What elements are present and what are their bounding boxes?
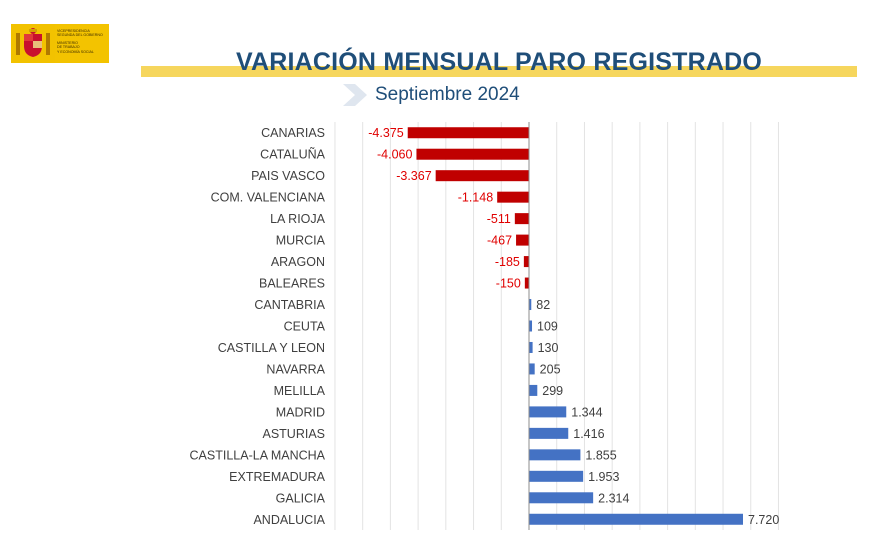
category-label: ARAGON <box>271 255 325 269</box>
logo-line: VICEPRESIDENCIA <box>57 29 90 33</box>
category-label: EXTREMADURA <box>229 470 326 484</box>
category-label: ANDALUCIA <box>253 513 325 527</box>
value-label: 299 <box>542 384 563 398</box>
coat-of-arms-icon <box>11 24 55 63</box>
chart-title: VARIACIÓN MENSUAL PARO REGISTRADO <box>235 48 763 76</box>
category-label: CANTABRIA <box>254 298 325 312</box>
category-label: BALEARES <box>259 277 325 291</box>
bar-9 <box>529 320 533 332</box>
value-label: 130 <box>538 341 559 355</box>
bar-18 <box>529 513 743 525</box>
category-label: MADRID <box>276 405 325 419</box>
bar-15 <box>529 449 581 461</box>
bar-13 <box>529 406 567 418</box>
bar-7 <box>524 277 529 289</box>
bar-10 <box>529 341 533 353</box>
value-label: -4.060 <box>377 148 412 162</box>
value-label: 109 <box>537 320 558 334</box>
category-label: PAIS VASCO <box>251 169 325 183</box>
bar-2 <box>435 170 529 182</box>
category-label: CASTILLA Y LEON <box>218 341 325 355</box>
value-label: 205 <box>540 362 561 376</box>
bar-14 <box>529 427 569 439</box>
bar-3 <box>497 191 529 203</box>
value-label: -511 <box>487 212 511 226</box>
category-label: ASTURIAS <box>262 427 325 441</box>
category-label: GALICIA <box>276 491 326 505</box>
value-labels: -4.375 -4.060 -3.367 -1.148 -511 -467 -185 -150… <box>368 126 779 527</box>
category-label: LA RIOJA <box>270 212 326 226</box>
logo-line: DE TRABAJO <box>57 45 80 50</box>
value-label: 82 <box>536 298 550 312</box>
value-label: 1.855 <box>585 448 616 462</box>
value-label: 1.344 <box>571 405 602 419</box>
value-label: 7.720 <box>748 513 779 527</box>
value-label: -467 <box>487 234 512 248</box>
bar-8 <box>529 299 532 311</box>
bar-0 <box>407 127 529 139</box>
logo-line: SEGUNDA DEL GOBIERNO <box>57 33 103 38</box>
category-label: CASTILLA-LA MANCHA <box>190 448 326 462</box>
chevron-right-icon <box>343 84 367 106</box>
value-label: -1.148 <box>458 191 493 205</box>
value-label: -3.367 <box>396 169 431 183</box>
value-label: -150 <box>496 277 521 291</box>
logo-line: Y ECONOMÍA SOCIAL <box>57 49 94 54</box>
bar-17 <box>529 492 594 504</box>
chart-subtitle: Septiembre 2024 <box>375 84 520 105</box>
bar-16 <box>529 470 584 482</box>
category-label: CEUTA <box>284 320 326 334</box>
bar-12 <box>529 384 538 396</box>
category-label: NAVARRA <box>266 362 325 376</box>
bars <box>407 127 743 525</box>
category-label: COM. VALENCIANA <box>211 191 326 205</box>
category-labels: CANARIAS CATALUÑA PAIS VASCO COM. VALENCIAN… <box>190 126 326 527</box>
value-label: -185 <box>495 255 520 269</box>
value-label: -4.375 <box>368 126 403 140</box>
bar-4 <box>514 213 529 225</box>
logo-line: MINISTERIO <box>57 41 78 45</box>
category-label: CANARIAS <box>261 126 325 140</box>
category-label: MELILLA <box>274 384 326 398</box>
value-label: 1.416 <box>573 427 604 441</box>
category-label: MURCIA <box>276 234 326 248</box>
title-underline-band <box>141 66 857 77</box>
value-label: 2.314 <box>598 491 629 505</box>
bar-5 <box>516 234 529 246</box>
bar-11 <box>529 363 535 375</box>
logo-text-vicepresidencia: VICEPRESIDENCIA SEGUNDA DEL GOBIERNO <box>57 29 103 38</box>
logo-text-ministerio: MINISTERIO DE TRABAJO Y ECONOMÍA SOCIAL <box>57 41 94 54</box>
government-logo: VICEPRESIDENCIA SEGUNDA DEL GOBIERNO MIN… <box>11 24 109 63</box>
value-label: 1.953 <box>588 470 619 484</box>
bar-6 <box>523 256 529 268</box>
bar-1 <box>416 148 529 160</box>
category-label: CATALUÑA <box>260 148 325 162</box>
